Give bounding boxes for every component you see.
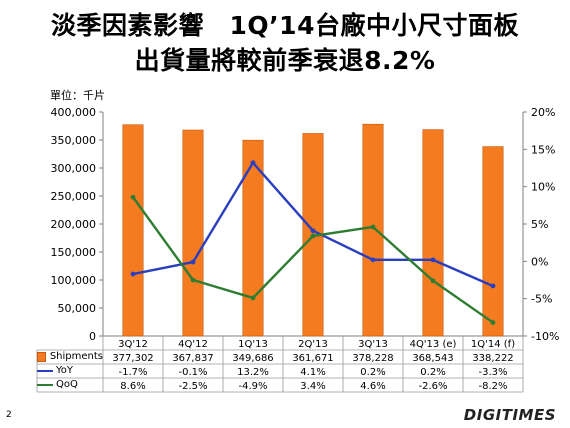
y-left-tick-label: 250,000 xyxy=(51,190,97,203)
legend-yoy: YoY xyxy=(37,364,103,378)
y-left-tick-label: 350,000 xyxy=(51,134,97,147)
table-value-shipments: 349,686 xyxy=(232,353,273,364)
y-right-tick-label: -10% xyxy=(531,330,559,343)
bar-shipments xyxy=(482,146,504,337)
y-right-tick-label: 20% xyxy=(531,106,555,119)
y-left-tick-label: 150,000 xyxy=(51,246,97,259)
unit-label: 單位：千片 xyxy=(50,89,105,102)
table-value-shipments: 338,222 xyxy=(472,353,513,364)
category-label: 4Q'12 xyxy=(178,339,208,350)
chart-title-line1: 淡季因素影響 1Q’14台廠中小尺寸面板 xyxy=(51,11,519,40)
category-label: 3Q'12 xyxy=(118,339,148,350)
table-value-qoq: 3.4% xyxy=(300,381,325,392)
category-label: 3Q'13 xyxy=(358,339,388,350)
category-label: 4Q'13 (e) xyxy=(410,339,457,350)
table-value-shipments: 367,837 xyxy=(172,353,213,364)
series-name-shipments: Shipments xyxy=(49,351,103,362)
point-yoy xyxy=(370,257,376,263)
table-value-qoq: 8.6% xyxy=(120,381,145,392)
table-value-qoq: -8.2% xyxy=(478,381,507,392)
bar-shipments xyxy=(242,139,264,337)
point-yoy xyxy=(190,259,196,265)
table-value-shipments: 378,228 xyxy=(352,353,393,364)
table-value-yoy: 0.2% xyxy=(360,367,385,378)
point-qoq xyxy=(250,295,256,301)
chart-title-line2: 出貨量將較前季衰退8.2% xyxy=(134,46,436,75)
legend-shipments: Shipments xyxy=(37,350,103,364)
table-value-shipments: 377,302 xyxy=(112,353,153,364)
line-swatch-icon xyxy=(37,370,53,372)
table-value-yoy: 13.2% xyxy=(237,367,269,378)
y-right-tick-label: 0% xyxy=(531,255,548,268)
table-value-yoy: -0.1% xyxy=(178,367,207,378)
point-qoq xyxy=(430,278,436,284)
series-name-qoq: QoQ xyxy=(56,379,78,390)
table-value-qoq: -4.9% xyxy=(238,381,267,392)
table-value-qoq: -2.5% xyxy=(178,381,207,392)
point-yoy xyxy=(130,271,136,277)
table-value-yoy: -1.7% xyxy=(118,367,147,378)
point-qoq xyxy=(190,277,196,283)
y-right-tick-label: 10% xyxy=(531,181,555,194)
page-number: 2 xyxy=(6,410,12,420)
point-qoq xyxy=(490,320,496,325)
table-value-qoq: 4.6% xyxy=(360,381,385,392)
point-yoy xyxy=(430,257,436,263)
bar-shipments xyxy=(122,124,144,337)
y-right-tick-label: 5% xyxy=(531,218,548,231)
y-right-tick-label: -5% xyxy=(531,293,552,306)
y-left-tick-label: 100,000 xyxy=(51,274,97,287)
table-value-qoq: -2.6% xyxy=(418,381,447,392)
point-qoq xyxy=(310,233,316,239)
point-yoy xyxy=(250,160,256,166)
legend-qoq: QoQ xyxy=(37,378,103,392)
y-left-tick-label: 400,000 xyxy=(51,106,97,119)
category-label: 1Q'13 xyxy=(238,339,268,350)
point-qoq xyxy=(370,224,376,230)
point-yoy xyxy=(310,228,316,234)
table-value-shipments: 368,543 xyxy=(412,353,453,364)
point-yoy xyxy=(490,283,496,289)
table-value-shipments: 361,671 xyxy=(292,353,333,364)
table-value-yoy: -3.3% xyxy=(478,367,507,378)
bar-shipments xyxy=(422,129,444,337)
series-name-yoy: YoY xyxy=(56,365,74,376)
digitimes-logo: DIGITIMES xyxy=(464,406,556,424)
table-value-yoy: 0.2% xyxy=(420,367,445,378)
category-label: 1Q'14 (f) xyxy=(471,339,515,350)
bar-shipments xyxy=(362,123,384,337)
bar-shipments xyxy=(182,129,204,337)
y-left-tick-label: 300,000 xyxy=(51,162,97,175)
line-swatch-icon xyxy=(37,384,53,386)
point-qoq xyxy=(130,194,136,200)
table-value-yoy: 4.1% xyxy=(300,367,325,378)
y-left-tick-label: 200,000 xyxy=(51,218,97,231)
y-left-tick-label: 0 xyxy=(89,330,96,343)
bar-swatch-icon xyxy=(37,352,46,362)
category-label: 2Q'13 xyxy=(298,339,328,350)
y-left-tick-label: 50,000 xyxy=(58,302,97,315)
logo-text: DIGITIMES xyxy=(463,406,556,424)
y-right-tick-label: 15% xyxy=(531,143,555,156)
